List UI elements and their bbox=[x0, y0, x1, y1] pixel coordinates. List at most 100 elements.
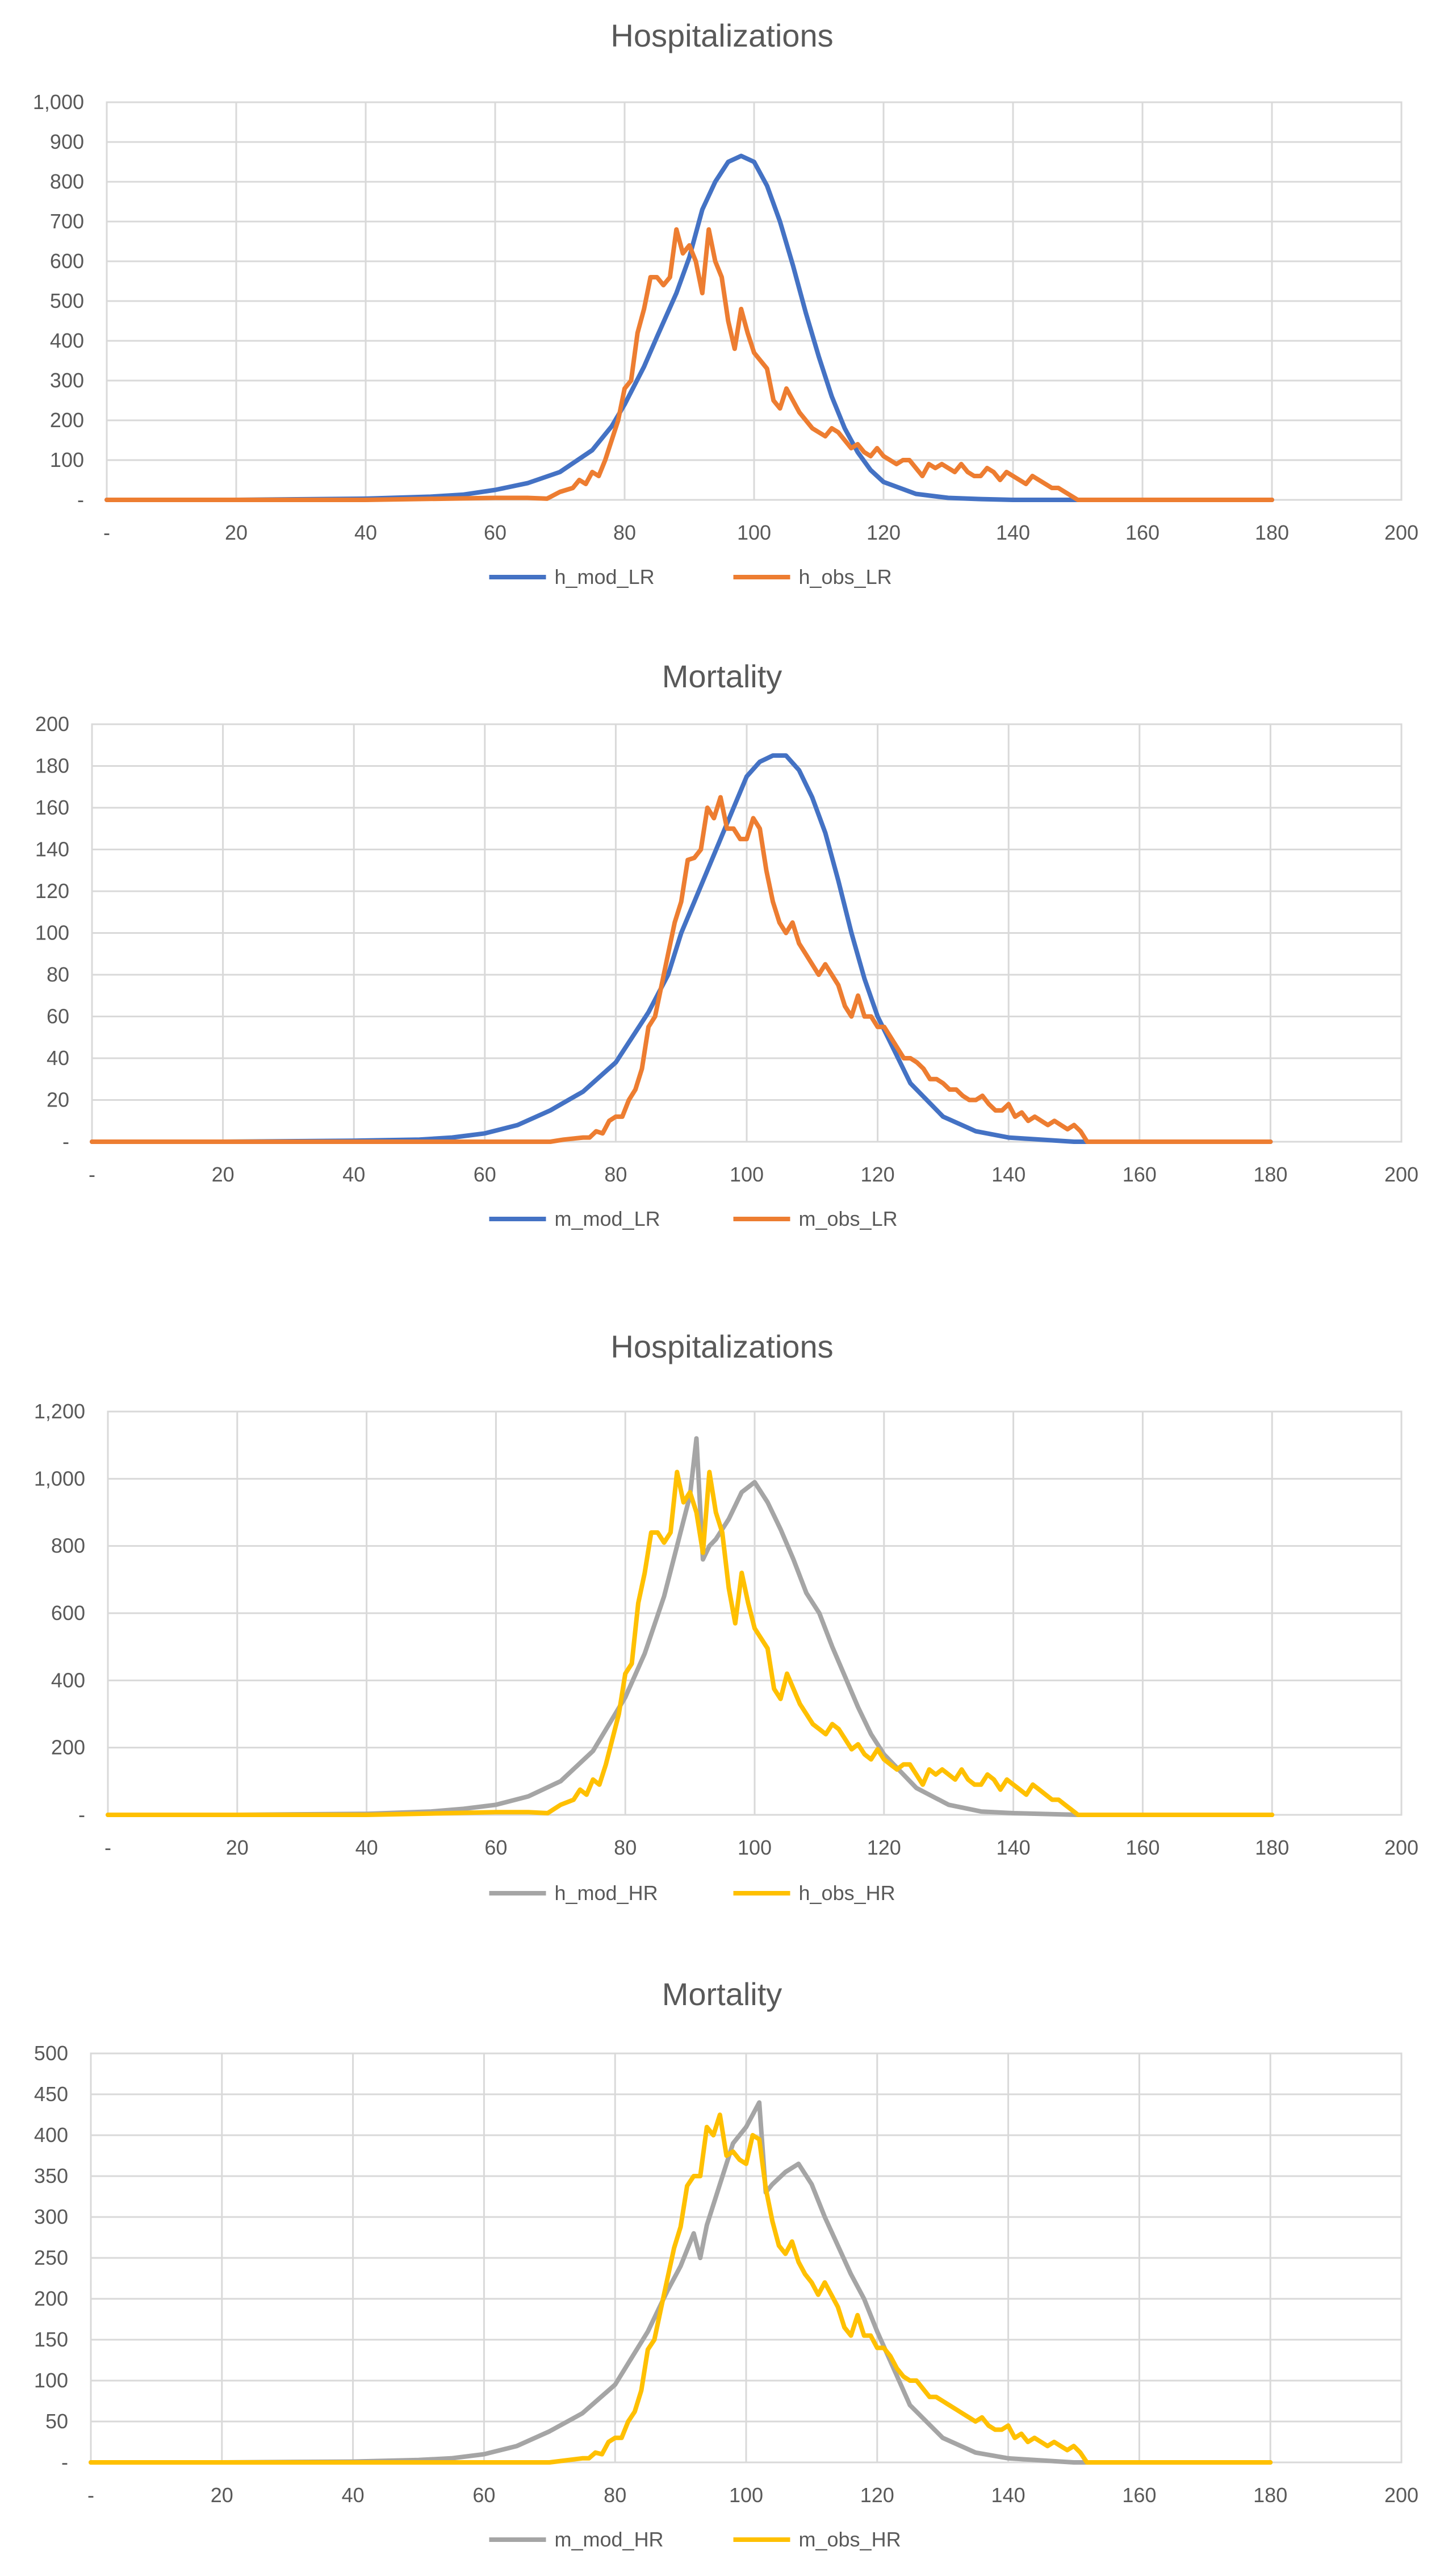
x-tick-label: 40 bbox=[355, 1836, 378, 1859]
y-tick-label: 80 bbox=[47, 963, 69, 986]
x-tick-label: 140 bbox=[996, 521, 1030, 544]
x-tick-label: 20 bbox=[226, 1836, 249, 1859]
x-tick-label: 60 bbox=[472, 2483, 495, 2507]
legend-label: h_mod_LR bbox=[555, 565, 655, 588]
x-tick-label: 160 bbox=[1123, 1163, 1157, 1186]
x-tick-label: 40 bbox=[342, 1163, 365, 1186]
y-axis: - 50 100 150 200 250 300 350 400 450 500 bbox=[34, 2041, 68, 2474]
gridlines bbox=[91, 723, 1403, 1143]
series-group bbox=[89, 2100, 1273, 2465]
chart-title: Hospitalizations bbox=[610, 1329, 833, 1364]
legend-label: h_obs_HR bbox=[799, 1881, 895, 1905]
x-tick-label: - bbox=[104, 1836, 111, 1859]
x-tick-label: 180 bbox=[1255, 1836, 1289, 1859]
plot-area-frame bbox=[107, 1410, 1403, 1816]
x-tick-label: 80 bbox=[613, 521, 636, 544]
y-axis: - 100 200 300 400 500 600 700 800 900 1,000 bbox=[33, 90, 84, 511]
y-tick-label: - bbox=[78, 1803, 85, 1826]
y-tick-label: 400 bbox=[51, 1668, 85, 1692]
x-axis: - 20 40 60 80 100 120 140 160 180 200 bbox=[87, 2483, 1418, 2507]
y-tick-label: 800 bbox=[51, 1534, 85, 1558]
series-line-h-obs-lr bbox=[104, 227, 1274, 502]
chart-hospitalizations-lr: Hospitalizations - 100 200 300 400 500 600 700 80… bbox=[33, 18, 1418, 588]
x-tick-label: 200 bbox=[1384, 521, 1418, 544]
legend-label: m_mod_LR bbox=[555, 1207, 660, 1230]
series-line-m-obs-lr bbox=[90, 795, 1273, 1144]
legend-label: m_obs_LR bbox=[799, 1207, 898, 1230]
x-tick-label: 40 bbox=[354, 521, 377, 544]
legend: m_mod_LR m_obs_LR bbox=[489, 1207, 898, 1230]
x-tick-label: 180 bbox=[1253, 1163, 1287, 1186]
x-tick-label: - bbox=[103, 521, 110, 544]
series-group bbox=[106, 1436, 1275, 1817]
x-tick-label: 180 bbox=[1255, 521, 1289, 544]
x-tick-label: 200 bbox=[1384, 2483, 1418, 2507]
legend: m_mod_HR m_obs_HR bbox=[489, 2528, 901, 2551]
legend-label: m_obs_HR bbox=[799, 2528, 901, 2551]
y-tick-label: 250 bbox=[34, 2246, 68, 2269]
series-line-h-mod-hr bbox=[106, 1436, 1275, 1817]
series-line-h-mod-lr bbox=[104, 153, 1274, 502]
chart-hospitalizations-hr: Hospitalizations-2004006008001,0001,200-… bbox=[34, 1329, 1418, 1905]
y-tick-label: 100 bbox=[50, 448, 84, 471]
y-tick-label: 600 bbox=[51, 1601, 85, 1625]
plot-area-frame bbox=[91, 723, 1403, 1143]
x-tick-label: 160 bbox=[1125, 1836, 1160, 1859]
x-tick-label: 80 bbox=[614, 1836, 637, 1859]
x-tick-label: 200 bbox=[1384, 1163, 1418, 1186]
x-tick-label: 100 bbox=[738, 1836, 772, 1859]
x-tick-label: - bbox=[87, 2483, 94, 2507]
x-axis: - 20 40 60 80 100 120 140 160 180 200 bbox=[89, 1163, 1418, 1186]
y-tick-label: 40 bbox=[47, 1046, 69, 1070]
y-tick-label: 400 bbox=[34, 2123, 68, 2147]
y-axis: - 20 40 60 80 100 120 140 160 180 200 bbox=[35, 712, 69, 1153]
x-tick-label: 80 bbox=[604, 2483, 626, 2507]
series-line-m-obs-hr bbox=[89, 2112, 1273, 2465]
x-tick-label: 20 bbox=[211, 2483, 233, 2507]
x-tick-label: 120 bbox=[867, 1836, 901, 1859]
y-tick-label: 20 bbox=[47, 1088, 69, 1112]
x-tick-label: 60 bbox=[484, 521, 507, 544]
x-tick-label: 60 bbox=[474, 1163, 496, 1186]
y-tick-label: 300 bbox=[34, 2205, 68, 2228]
y-tick-label: 200 bbox=[50, 408, 84, 432]
y-tick-label: 200 bbox=[51, 1736, 85, 1759]
x-tick-label: 40 bbox=[342, 2483, 365, 2507]
y-tick-label: 1,000 bbox=[34, 1467, 85, 1490]
y-tick-label: 50 bbox=[45, 2410, 68, 2433]
y-tick-label: 400 bbox=[50, 329, 84, 352]
series-line-m-mod-hr bbox=[89, 2100, 1273, 2465]
x-tick-label: 140 bbox=[991, 1163, 1026, 1186]
series-group bbox=[90, 753, 1273, 1144]
y-tick-label: 100 bbox=[34, 2369, 68, 2392]
y-tick-label: 160 bbox=[35, 796, 69, 819]
x-tick-label: 180 bbox=[1253, 2483, 1287, 2507]
y-tick-label: 300 bbox=[50, 369, 84, 392]
x-tick-label: 80 bbox=[604, 1163, 627, 1186]
plot-area-frame bbox=[90, 2052, 1403, 2464]
x-tick-label: 20 bbox=[212, 1163, 235, 1186]
x-tick-label: 140 bbox=[997, 1836, 1031, 1859]
y-tick-label: 60 bbox=[47, 1005, 69, 1028]
legend: h_mod_HR h_obs_HR bbox=[489, 1881, 895, 1905]
x-tick-label: 120 bbox=[861, 1163, 895, 1186]
y-tick-label: 600 bbox=[50, 249, 84, 273]
plot-area-frame bbox=[106, 101, 1403, 501]
y-tick-label: 180 bbox=[35, 754, 69, 778]
y-tick-label: 900 bbox=[50, 130, 84, 153]
chart-mortality-hr: Mortality-50100150200250300350400450500-… bbox=[34, 1976, 1418, 2551]
y-tick-label: - bbox=[61, 2450, 68, 2474]
gridlines bbox=[107, 1410, 1403, 1816]
y-tick-label: 150 bbox=[34, 2328, 68, 2351]
y-tick-label: 100 bbox=[35, 921, 69, 945]
y-tick-label: 500 bbox=[34, 2041, 68, 2065]
x-tick-label: 160 bbox=[1125, 521, 1160, 544]
y-axis: - 200 400 600 800 1,000 1,200 bbox=[34, 1400, 85, 1826]
chart-title: Mortality bbox=[662, 1976, 782, 2012]
legend-label: h_obs_LR bbox=[799, 565, 892, 588]
legend: h_mod_LR h_obs_LR bbox=[489, 565, 892, 588]
chart-title: Hospitalizations bbox=[610, 18, 833, 53]
x-tick-label: 120 bbox=[860, 2483, 894, 2507]
legend-label: m_mod_HR bbox=[555, 2528, 664, 2551]
y-tick-label: 800 bbox=[50, 170, 84, 193]
